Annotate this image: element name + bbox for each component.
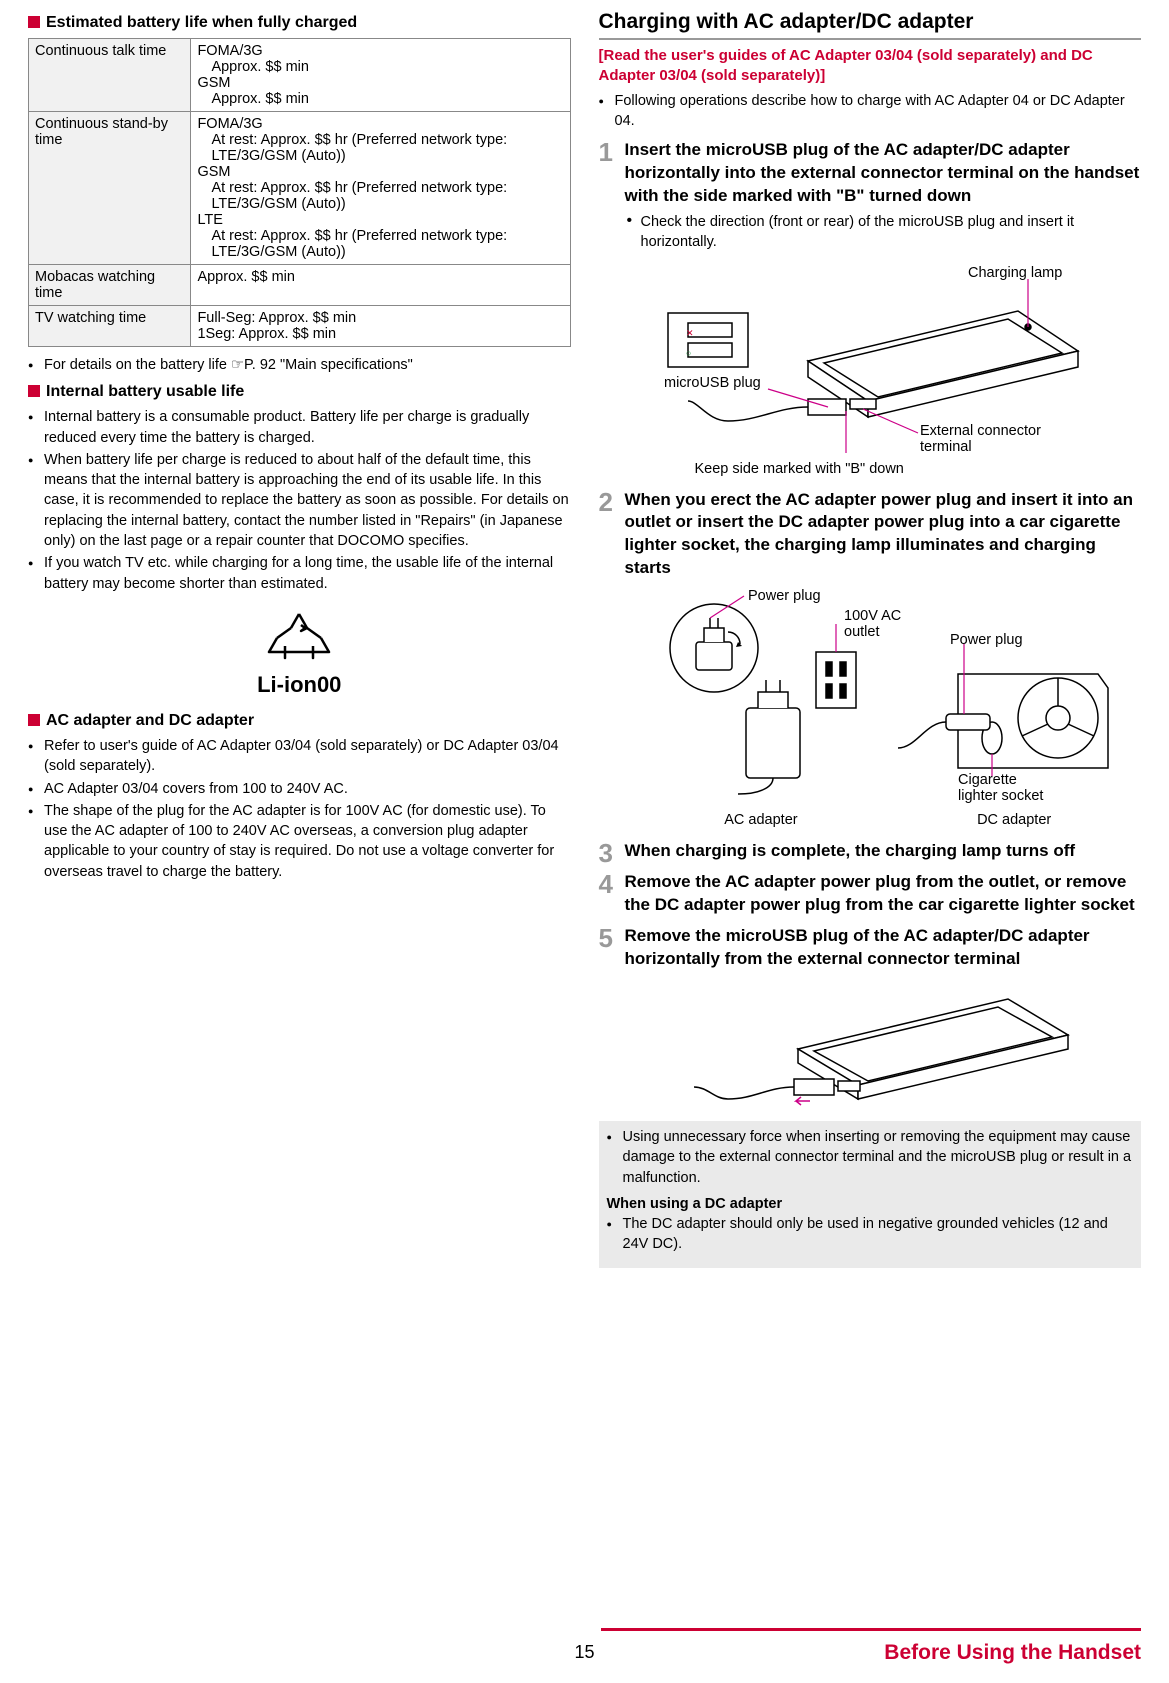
list-item: If you watch TV etc. while charging for … xyxy=(28,553,571,594)
label-outlet-1: 100V AC xyxy=(844,608,901,624)
red-notice: [Read the user's guides of AC Adapter 03… xyxy=(599,46,1142,87)
page-number: 15 xyxy=(574,1642,594,1663)
list-item: AC Adapter 03/04 covers from 100 to 240V… xyxy=(28,779,571,799)
liion-text: Li-ion00 xyxy=(28,672,571,698)
svg-text:○: ○ xyxy=(686,348,691,358)
label-ext-conn-2: terminal xyxy=(920,439,972,455)
caption-ac: AC adapter xyxy=(724,812,797,828)
list-item: The shape of the plug for the AC adapter… xyxy=(28,801,571,882)
step-sub-list: Check the direction (front or rear) of t… xyxy=(625,212,1142,253)
step-title: Remove the AC adapter power plug from th… xyxy=(625,871,1142,917)
note-box: Using unnecessary force when inserting o… xyxy=(599,1121,1142,1268)
note-subhead: When using a DC adapter xyxy=(607,1196,1134,1212)
heading-charging: Charging with AC adapter/DC adapter xyxy=(599,10,1142,40)
ac-dc-list: Refer to user's guide of AC Adapter 03/0… xyxy=(28,736,571,882)
caption-keep-b: Keep side marked with "B" down xyxy=(695,461,1142,477)
label-power-plug-dc: Power plug xyxy=(950,632,1023,648)
table-row-label: Continuous talk time xyxy=(29,39,191,112)
right-column: Charging with AC adapter/DC adapter [Rea… xyxy=(599,10,1142,1268)
diagram-remove xyxy=(635,979,1142,1109)
step-title: Insert the microUSB plug of the AC adapt… xyxy=(625,139,1142,208)
step-title: When charging is complete, the charging … xyxy=(625,840,1142,863)
handset-svg: ✕ ○ Charging lamp mic xyxy=(658,261,1118,461)
note-list-1: Using unnecessary force when inserting o… xyxy=(607,1127,1134,1188)
heading-internal-battery: Internal battery usable life xyxy=(28,383,571,401)
heading-internal-battery-text: Internal battery usable life xyxy=(46,383,244,400)
label-ext-conn-1: External connector xyxy=(920,423,1041,439)
page-footer: 15 Before Using the Handset xyxy=(0,1642,1169,1663)
step-2: 2 When you erect the AC adapter power pl… xyxy=(599,489,1142,829)
step-num: 5 xyxy=(599,923,613,954)
label-charging-lamp: Charging lamp xyxy=(968,265,1062,281)
heading-battery-life-text: Estimated battery life when fully charge… xyxy=(46,14,357,31)
recycle-icon xyxy=(259,608,339,668)
table-row-value: Full-Seg: Approx. $$ min1Seg: Approx. $$… xyxy=(191,306,570,347)
table-row-label: TV watching time xyxy=(29,306,191,347)
note-item: The DC adapter should only be used in ne… xyxy=(607,1214,1134,1255)
footer-rule xyxy=(601,1628,1141,1631)
battery-table: Continuous talk timeFOMA/3GApprox. $$ mi… xyxy=(28,38,571,347)
step-sub-item: Check the direction (front or rear) of t… xyxy=(625,212,1142,253)
step-num: 3 xyxy=(599,838,613,869)
list-item: Internal battery is a consumable product… xyxy=(28,407,571,448)
liion-mark: Li-ion00 xyxy=(28,608,571,698)
step-num: 4 xyxy=(599,869,613,900)
note-item: Using unnecessary force when inserting o… xyxy=(607,1127,1134,1188)
detail-item: For details on the battery life ☞P. 92 "… xyxy=(28,355,571,375)
list-item: Refer to user's guide of AC Adapter 03/0… xyxy=(28,736,571,777)
diagram-handset: ✕ ○ Charging lamp mic xyxy=(635,261,1142,477)
step-title: Remove the microUSB plug of the AC adapt… xyxy=(625,925,1142,971)
step-num: 1 xyxy=(599,137,613,168)
internal-battery-list: Internal battery is a consumable product… xyxy=(28,407,571,594)
label-cig-2: lighter socket xyxy=(958,788,1043,804)
remove-svg xyxy=(688,979,1088,1109)
step-3: 3 When charging is complete, the chargin… xyxy=(599,840,1142,863)
steps-list: 1 Insert the microUSB plug of the AC ada… xyxy=(599,139,1142,1109)
label-power-plug-ac: Power plug xyxy=(748,588,821,604)
table-row-label: Mobacas watching time xyxy=(29,265,191,306)
step-1: 1 Insert the microUSB plug of the AC ada… xyxy=(599,139,1142,476)
heading-ac-dc: AC adapter and DC adapter xyxy=(28,712,571,730)
table-row-value: FOMA/3GApprox. $$ minGSMApprox. $$ min xyxy=(191,39,570,112)
label-outlet-2: outlet xyxy=(844,624,879,640)
intro-list: Following operations describe how to cha… xyxy=(599,91,1142,132)
label-microusb: microUSB plug xyxy=(664,375,761,391)
table-row-value: FOMA/3GAt rest: Approx. $$ hr (Preferred… xyxy=(191,112,570,265)
intro-item: Following operations describe how to cha… xyxy=(599,91,1142,132)
note-list-2: The DC adapter should only be used in ne… xyxy=(607,1214,1134,1255)
svg-text:✕: ✕ xyxy=(686,328,694,338)
section-title: Before Using the Handset xyxy=(884,1641,1141,1665)
label-cig-1: Cigarette xyxy=(958,772,1017,788)
list-item: When battery life per charge is reduced … xyxy=(28,450,571,551)
heading-ac-dc-text: AC adapter and DC adapter xyxy=(46,712,254,729)
step-title: When you erect the AC adapter power plug… xyxy=(625,489,1142,581)
step-5: 5 Remove the microUSB plug of the AC ada… xyxy=(599,925,1142,1109)
left-column: Estimated battery life when fully charge… xyxy=(28,10,571,1268)
table-row-value: Approx. $$ min xyxy=(191,265,570,306)
table-row-label: Continuous stand-by time xyxy=(29,112,191,265)
caption-dc: DC adapter xyxy=(977,812,1051,828)
diagram-adapters: Power plug 100V AC outlet Power plug Cig… xyxy=(635,588,1142,828)
heading-battery-life: Estimated battery life when fully charge… xyxy=(28,14,571,32)
adapter-captions: AC adapter DC adapter xyxy=(635,812,1142,828)
adapters-svg: Power plug 100V AC outlet Power plug Cig… xyxy=(658,588,1118,808)
step-4: 4 Remove the AC adapter power plug from … xyxy=(599,871,1142,917)
details-list: For details on the battery life ☞P. 92 "… xyxy=(28,355,571,375)
step-num: 2 xyxy=(599,487,613,518)
page-columns: Estimated battery life when fully charge… xyxy=(28,10,1141,1268)
